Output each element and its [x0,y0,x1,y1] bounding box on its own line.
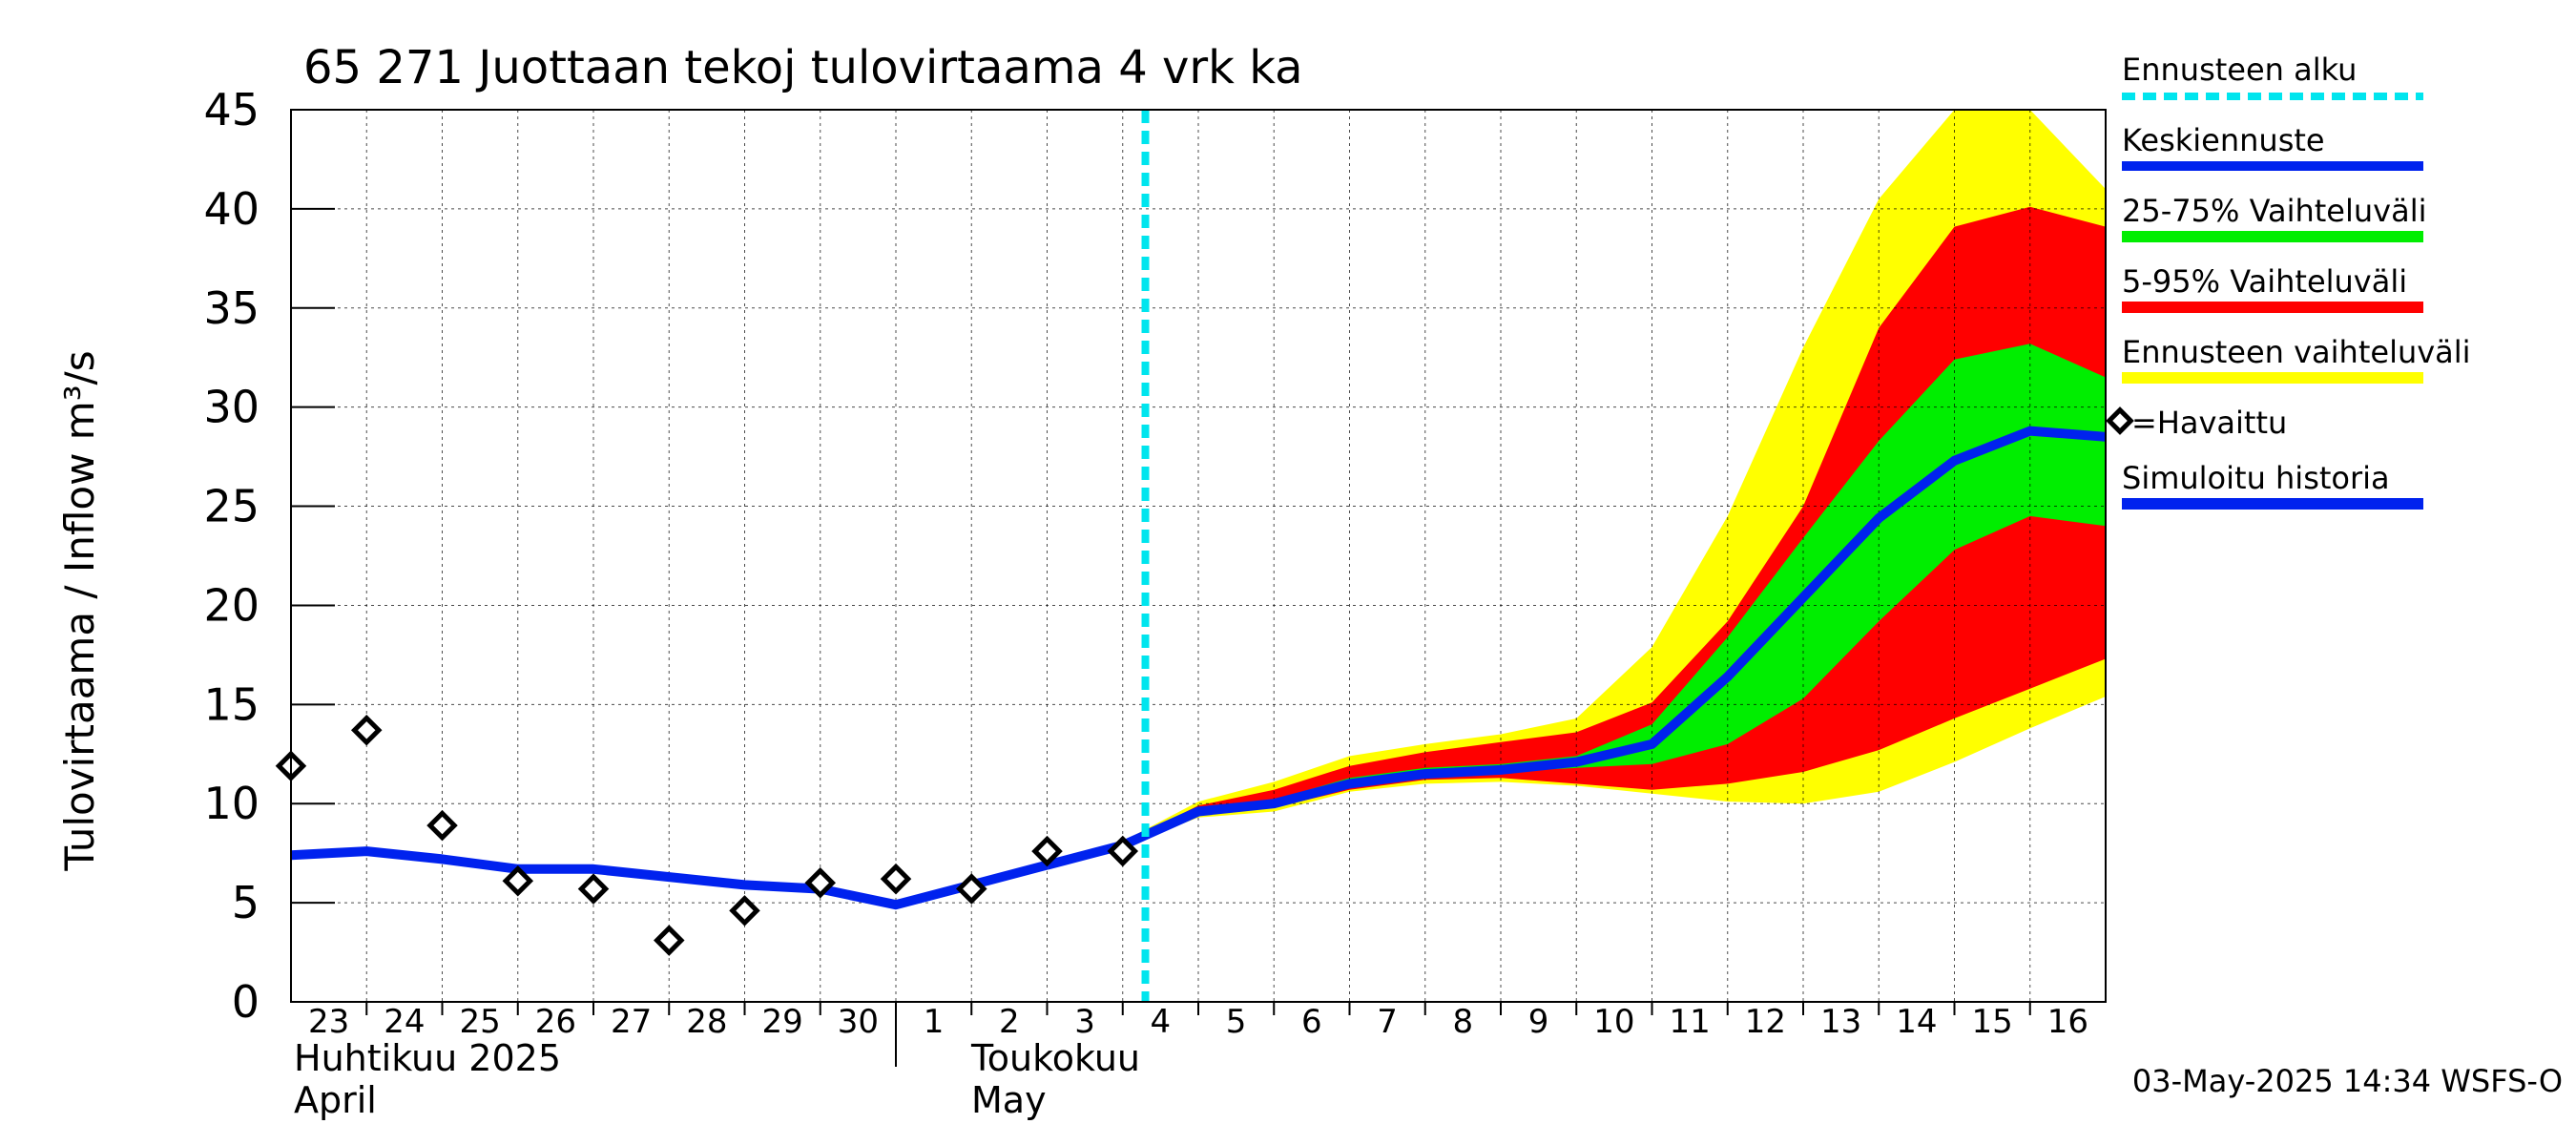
observed-point [577,873,610,905]
legend-forecast-start-label: Ennusteen alku [2122,52,2357,88]
x-tick-label: 14 [1896,1003,1937,1041]
legend-band-25-75-label: 25-75% Vaihteluväli [2122,193,2426,229]
observed-point [729,895,760,926]
observed-point [502,864,534,897]
x-tick-label: 7 [1377,1003,1398,1041]
observed-point [350,715,383,746]
series-lines [290,110,2107,1002]
x-tick-label: 30 [838,1003,879,1041]
x-tick-label: 23 [308,1003,349,1041]
legend-observed-marker [2106,406,2134,435]
observed-point [426,809,458,842]
x-axis: 23 24 25 26 27 28 29 30 1 2 3 4 5 6 7 8 9 10 11 12 13 14 15 16 [308,1002,2088,1067]
y-tick-label: 5 [232,877,260,928]
legend: Ennusteen alku Keskiennuste 25-75% Vaiht… [2106,52,2471,510]
x-tick-label: 12 [1745,1003,1786,1041]
y-tick-label: 45 [203,84,260,135]
x-tick-label: 8 [1453,1003,1474,1041]
y-tick-label: 20 [203,579,260,631]
observed-point [1031,835,1063,867]
x-tick-label: 2 [999,1003,1020,1041]
x-tick-label: 6 [1301,1003,1322,1041]
x-tick-label: 4 [1151,1003,1172,1041]
x-tick-label: 3 [1074,1003,1095,1041]
median-forecast-line [1046,426,2107,870]
month-label-april-fi: Huhtikuu 2025 [294,1037,561,1079]
simulated-history-line [290,846,1049,910]
y-axis: 0 5 10 15 20 25 30 35 40 45 [203,84,335,1028]
month-label-may-fi: Toukokuu [970,1037,1140,1079]
x-tick-label: 11 [1669,1003,1710,1041]
y-tick-label: 10 [203,778,260,829]
band-5-95 [1047,206,2106,865]
observed-point [956,873,987,905]
legend-band-5-95-label: 5-95% Vaihteluväli [2122,263,2407,300]
x-tick-label: 24 [384,1003,425,1041]
observed-markers [275,715,1139,956]
x-tick-label: 13 [1820,1003,1861,1041]
x-tick-label: 15 [1971,1003,2012,1041]
x-tick-label: 10 [1593,1003,1634,1041]
legend-simulated-label: Simuloitu historia [2122,460,2390,496]
x-tick-label: 28 [686,1003,727,1041]
month-label-may-en: May [971,1079,1047,1121]
x-tick-label: 1 [924,1003,945,1041]
y-tick-label: 40 [203,183,260,235]
observed-point [1107,835,1139,867]
x-tick-label: 26 [535,1003,576,1041]
x-tick-label: 16 [2047,1003,2088,1041]
legend-observed-label: =Havaittu [2131,405,2287,441]
x-tick-label: 27 [611,1003,652,1041]
y-tick-label: 25 [203,481,260,532]
x-tick-label: 9 [1528,1003,1549,1041]
y-tick-label: 0 [232,976,260,1028]
y-tick-label: 15 [203,678,260,730]
legend-band-full-label: Ennusteen vaihteluväli [2122,334,2471,370]
month-label-april-en: April [294,1079,377,1121]
legend-median-label: Keskiennuste [2122,122,2325,158]
timestamp: 03-May-2025 14:34 WSFS-O [2132,1063,2563,1099]
y-tick-label: 35 [203,282,260,334]
observed-point [804,867,837,899]
observed-point [880,863,912,895]
chart-title: 65 271 Juottaan tekoj tulovirtaama 4 vrk… [303,41,1303,94]
x-tick-label: 29 [761,1003,802,1041]
y-tick-label: 30 [203,382,260,433]
x-tick-label: 25 [459,1003,500,1041]
observed-point [654,925,685,956]
x-tick-label: 5 [1226,1003,1247,1041]
y-axis-label: Tulovirtaama / Inflow m³/s [56,350,103,871]
